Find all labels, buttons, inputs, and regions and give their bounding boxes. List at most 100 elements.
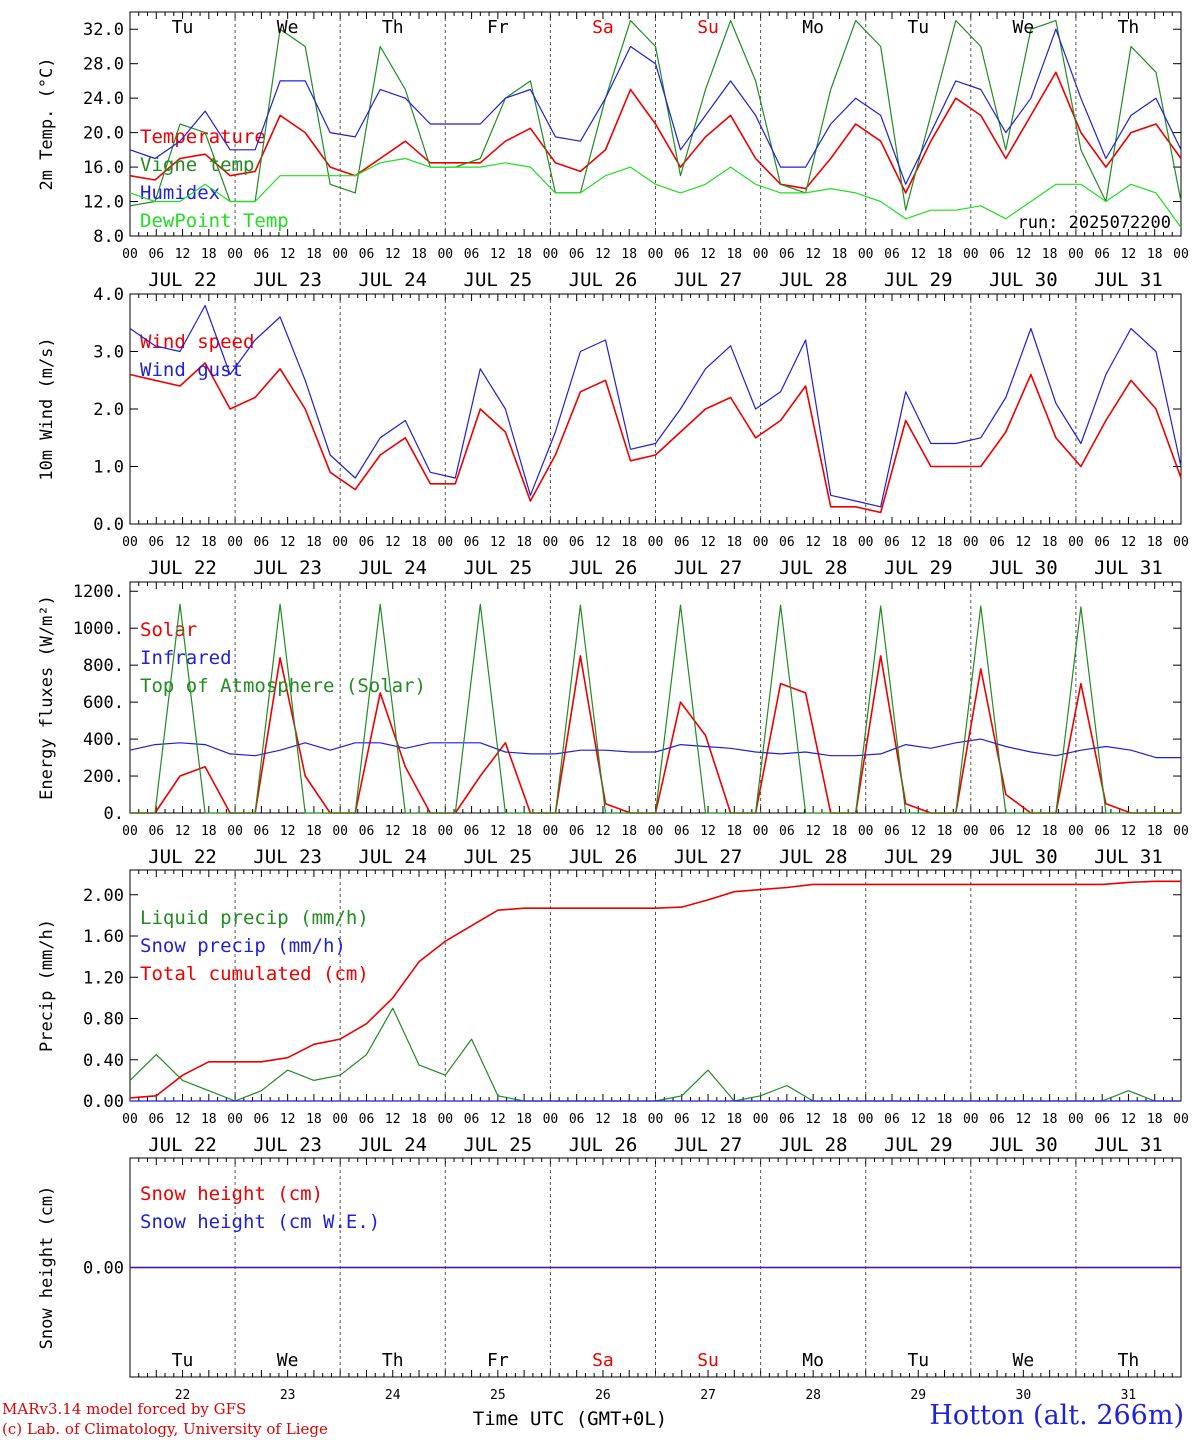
hour-tick-label: 12: [910, 535, 926, 550]
legend-entry: Vigne temp: [140, 154, 254, 176]
day-number-label: 27: [700, 1388, 716, 1403]
y-tick-label: 1.0: [93, 458, 124, 478]
hour-tick-label: 18: [201, 1112, 217, 1127]
date-label: JUL 28: [779, 1134, 848, 1156]
day-name-label: We: [1013, 1350, 1035, 1371]
date-label: JUL 29: [884, 1134, 953, 1156]
hour-tick-label: 06: [569, 247, 585, 262]
day-name-label: Sa: [592, 1350, 614, 1371]
hour-tick-label: 12: [175, 1112, 191, 1127]
hour-tick-label: 00: [332, 1112, 348, 1127]
hour-tick-label: 18: [411, 535, 427, 550]
day-name-label: Su: [697, 1350, 719, 1371]
y-tick-label: 400.: [83, 730, 124, 750]
hour-tick-label: 00: [858, 247, 874, 262]
credit-line-2: (c) Lab. of Climatology, University of L…: [2, 1420, 328, 1438]
hour-tick-label: 12: [595, 247, 611, 262]
hour-tick-label: 12: [280, 1112, 296, 1127]
hour-tick-label: 12: [385, 1112, 401, 1127]
hour-tick-label: 18: [621, 824, 637, 839]
day-name-label: Fr: [487, 17, 509, 38]
hour-tick-label: 18: [621, 535, 637, 550]
hour-tick-label: 00: [227, 247, 243, 262]
date-label: JUL 27: [674, 557, 743, 579]
hour-tick-label: 18: [937, 247, 953, 262]
hour-tick-label: 12: [700, 247, 716, 262]
date-label: JUL 29: [884, 846, 953, 868]
y-tick-label: 600.: [83, 693, 124, 713]
hour-tick-label: 00: [648, 824, 664, 839]
legend-entry: Liquid precip (mm/h): [140, 907, 369, 929]
hour-tick-label: 18: [937, 824, 953, 839]
hour-tick-label: 06: [884, 1112, 900, 1127]
day-name-label: Th: [1118, 1350, 1140, 1371]
hour-tick-label: 18: [832, 247, 848, 262]
date-label: JUL 25: [464, 1134, 533, 1156]
day-number-label: 24: [385, 1388, 401, 1403]
date-label: JUL 22: [148, 846, 217, 868]
y-axis-label: Snow height (cm): [37, 1186, 57, 1350]
legend-entry: Snow height (cm): [140, 1183, 323, 1205]
day-name-label: Fr: [487, 1350, 509, 1371]
legend-entry: Solar: [140, 619, 197, 641]
hour-tick-label: 12: [805, 535, 821, 550]
hour-tick-label: 00: [1068, 535, 1084, 550]
hour-tick-label: 12: [595, 824, 611, 839]
day-number-label: 23: [280, 1388, 296, 1403]
date-label: JUL 31: [1094, 269, 1163, 291]
hour-tick-label: 00: [858, 535, 874, 550]
hour-tick-label: 18: [306, 1112, 322, 1127]
hour-tick-label: 12: [595, 1112, 611, 1127]
hour-tick-label: 12: [490, 824, 506, 839]
hour-tick-label: 18: [306, 247, 322, 262]
hour-tick-label: 00: [1173, 824, 1189, 839]
hour-tick-label: 00: [1173, 1112, 1189, 1127]
date-label: JUL 26: [569, 1134, 638, 1156]
hour-tick-label: 00: [858, 824, 874, 839]
hour-tick-label: 06: [148, 535, 164, 550]
hour-tick-label: 06: [884, 535, 900, 550]
date-label: JUL 23: [253, 846, 322, 868]
series-line-green: [130, 603, 1181, 814]
hour-tick-label: 12: [1016, 247, 1032, 262]
day-name-label: Th: [382, 17, 404, 38]
hour-tick-label: 00: [753, 824, 769, 839]
hour-tick-label: 00: [648, 1112, 664, 1127]
hour-tick-label: 00: [437, 1112, 453, 1127]
hour-tick-label: 00: [543, 1112, 559, 1127]
hour-tick-label: 00: [543, 535, 559, 550]
hour-tick-label: 00: [122, 247, 138, 262]
day-name-label: Sa: [592, 17, 614, 38]
y-tick-label: 0.0: [93, 515, 124, 535]
hour-tick-label: 18: [832, 1112, 848, 1127]
hour-tick-label: 06: [674, 824, 690, 839]
hour-tick-label: 06: [674, 1112, 690, 1127]
legend-entry: Top of Atmosphere (Solar): [140, 675, 426, 697]
hour-tick-label: 00: [1068, 247, 1084, 262]
hour-tick-label: 12: [385, 824, 401, 839]
y-tick-label: 16.0: [83, 158, 124, 178]
hour-tick-label: 12: [595, 535, 611, 550]
hour-tick-label: 18: [1147, 824, 1163, 839]
hour-tick-label: 06: [989, 535, 1005, 550]
hour-tick-label: 06: [254, 535, 270, 550]
hour-tick-label: 12: [700, 535, 716, 550]
hour-tick-label: 06: [779, 1112, 795, 1127]
hour-tick-label: 18: [726, 1112, 742, 1127]
legend-entry: Wind speed: [140, 331, 254, 353]
hour-tick-label: 00: [122, 824, 138, 839]
date-label: JUL 27: [674, 1134, 743, 1156]
hour-tick-label: 00: [543, 247, 559, 262]
hour-tick-label: 06: [148, 1112, 164, 1127]
hour-tick-label: 18: [1147, 1112, 1163, 1127]
hour-tick-label: 06: [359, 247, 375, 262]
hour-tick-label: 12: [1016, 824, 1032, 839]
day-number-label: 29: [910, 1388, 926, 1403]
date-label: JUL 22: [148, 269, 217, 291]
y-tick-label: 0.00: [83, 1259, 124, 1279]
date-label: JUL 30: [989, 269, 1058, 291]
legend-entry: Wind gust: [140, 359, 243, 381]
hour-tick-label: 18: [1042, 247, 1058, 262]
hour-tick-label: 00: [332, 535, 348, 550]
